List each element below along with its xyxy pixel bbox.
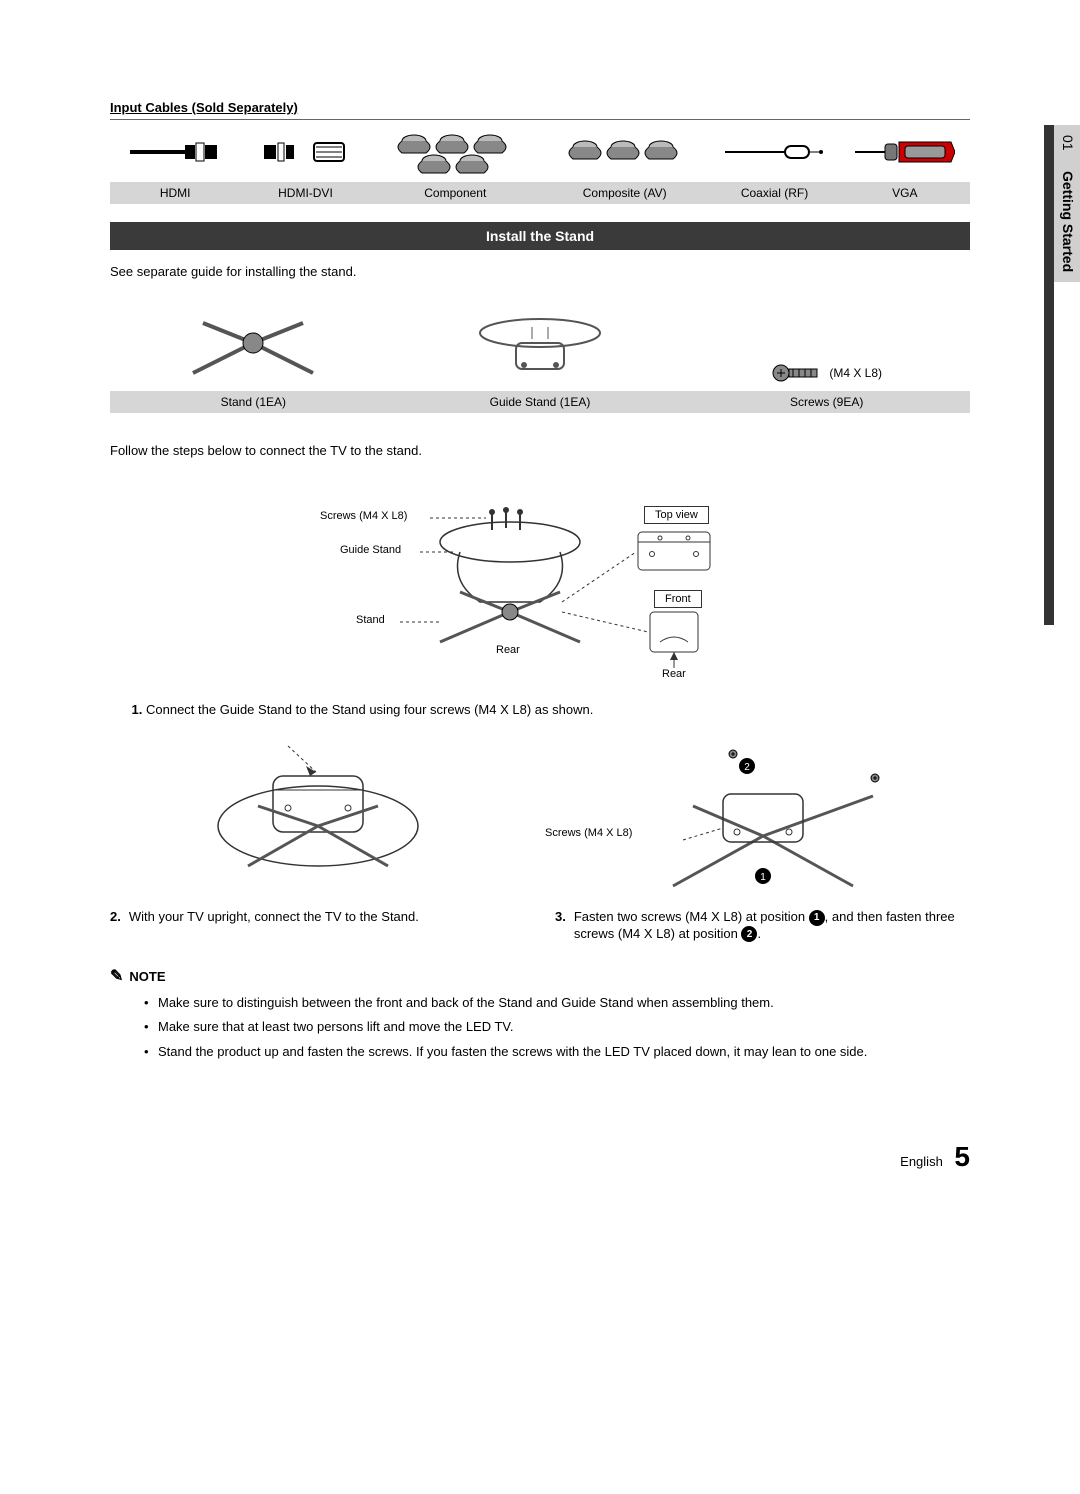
step3-pre: Fasten two screws (M4 X L8) at position (574, 909, 809, 924)
composite-icon (540, 128, 709, 176)
follow-text: Follow the steps below to connect the TV… (110, 443, 970, 458)
note-icon: ✎ (110, 966, 123, 986)
callout-screws2: Screws (M4 X L8) (545, 827, 632, 839)
cables-heading: Input Cables (Sold Separately) (110, 100, 970, 115)
part-screws: (M4 X L8) (683, 293, 970, 383)
cable-labels-row: HDMI HDMI-DVI Component Composite (AV) C… (110, 182, 970, 204)
step2-num: 2. (110, 909, 121, 924)
note-list: Make sure to distinguish between the fro… (144, 994, 970, 1061)
vga-icon (840, 128, 970, 176)
screw-spec: (M4 X L8) (829, 366, 882, 380)
bubble-2-icon: 2 (741, 926, 757, 942)
step2-illustration (110, 731, 525, 901)
component-icon (371, 128, 540, 176)
note-item: Make sure that at least two persons lift… (144, 1018, 970, 1036)
step3-num: 3. (555, 909, 566, 942)
cable-label: Coaxial (RF) (709, 182, 839, 204)
step2-caption: 2. With your TV upright, connect the TV … (110, 909, 525, 924)
svg-text:1: 1 (760, 872, 766, 883)
note-heading: ✎ NOTE (110, 966, 970, 986)
part-guide-stand (397, 293, 684, 383)
step3-illustration: 1 2 Screws (M4 X L8) (555, 731, 970, 901)
step3-text: Fasten two screws (M4 X L8) at position … (574, 909, 970, 942)
steps-list: Connect the Guide Stand to the Stand usi… (146, 702, 970, 717)
step3-col: 1 2 Screws (M4 X L8) 3. Fasten two screw… (555, 731, 970, 942)
step-1: Connect the Guide Stand to the Stand usi… (146, 702, 970, 717)
note-block: ✎ NOTE Make sure to distinguish between … (110, 966, 970, 1061)
callout-stand: Stand (356, 614, 385, 626)
page-number: 5 (954, 1141, 970, 1172)
cable-hdmi-dvi (240, 120, 370, 176)
callout-topview: Top view (644, 506, 709, 524)
screw-icon (771, 363, 821, 383)
assembly-diagram: Screws (M4 X L8) Guide Stand Stand Rear … (300, 482, 780, 682)
cable-label: HDMI (110, 182, 240, 204)
install-banner: Install the Stand (110, 222, 970, 250)
step3-caption: 3. Fasten two screws (M4 X L8) at positi… (555, 909, 970, 942)
callout-rear: Rear (496, 644, 520, 656)
cable-vga (840, 120, 970, 176)
step-1-text: Connect the Guide Stand to the Stand usi… (146, 702, 593, 717)
parts-labels: Stand (1EA) Guide Stand (1EA) Screws (9E… (110, 391, 970, 413)
guide-stand-icon (460, 313, 620, 383)
note-item: Make sure to distinguish between the fro… (144, 994, 970, 1012)
page-content: Input Cables (Sold Separately) (0, 0, 1080, 1223)
bubble-1-icon: 1 (809, 910, 825, 926)
page-footer: English 5 (110, 1141, 970, 1173)
callout-screws: Screws (M4 X L8) (320, 510, 407, 522)
hdmi-icon (110, 128, 240, 176)
cable-label: Component (371, 182, 540, 204)
cable-composite (540, 120, 709, 176)
stand-icon (173, 303, 333, 383)
part-label: Stand (1EA) (110, 391, 397, 413)
part-label: Guide Stand (1EA) (397, 391, 684, 413)
cable-coax (709, 120, 839, 176)
parts-row: (M4 X L8) (110, 293, 970, 383)
part-stand (110, 293, 397, 383)
step2-col: 2. With your TV upright, connect the TV … (110, 731, 525, 942)
cable-component (371, 120, 540, 176)
hdmi-dvi-icon (240, 128, 370, 176)
cables-row (110, 119, 970, 176)
callout-rear2: Rear (662, 668, 686, 680)
step2-text: With your TV upright, connect the TV to … (129, 909, 419, 924)
install-intro: See separate guide for installing the st… (110, 264, 970, 279)
step-images-row: 2. With your TV upright, connect the TV … (110, 731, 970, 942)
cable-label: VGA (840, 182, 970, 204)
note-label: NOTE (129, 969, 165, 984)
cable-label: HDMI-DVI (240, 182, 370, 204)
callout-guide: Guide Stand (340, 544, 401, 556)
step3-post: . (757, 926, 761, 941)
part-label: Screws (9EA) (683, 391, 970, 413)
callout-front: Front (654, 590, 702, 608)
coax-icon (709, 128, 839, 176)
svg-text:2: 2 (744, 762, 750, 773)
cable-hdmi (110, 120, 240, 176)
cable-label: Composite (AV) (540, 182, 709, 204)
note-item: Stand the product up and fasten the scre… (144, 1043, 970, 1061)
footer-lang: English (900, 1154, 943, 1169)
